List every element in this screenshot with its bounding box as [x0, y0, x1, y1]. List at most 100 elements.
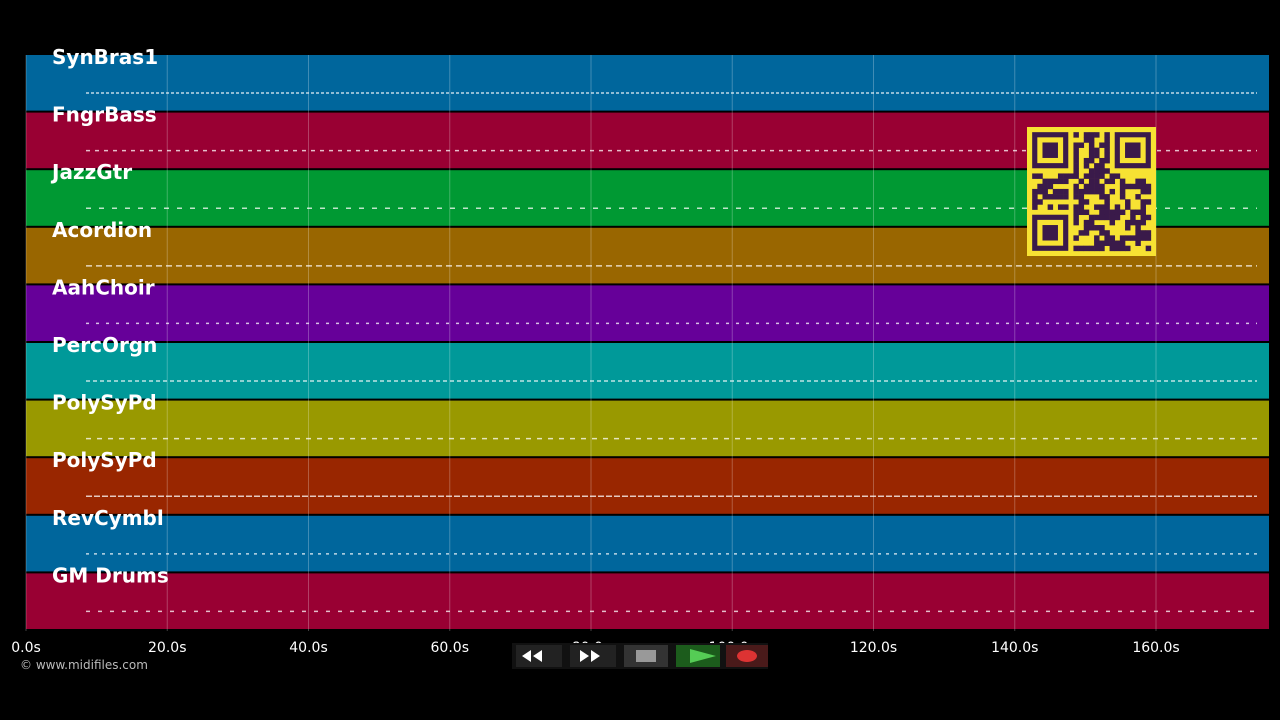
qr-cell: [1078, 178, 1085, 185]
qr-cell: [1057, 178, 1064, 185]
qr-cell: [1099, 209, 1105, 216]
qr-cell: [1099, 168, 1105, 174]
rewind-button[interactable]: [516, 645, 562, 667]
qr-cell: [1145, 214, 1152, 221]
qr-cell: [1119, 209, 1126, 216]
qr-cell: [1042, 188, 1048, 195]
qr-cell: [1094, 147, 1100, 154]
qr-cell: [1088, 183, 1095, 190]
qr-finder: [1042, 225, 1058, 241]
qr-cell: [1088, 173, 1095, 179]
qr-cell: [1094, 168, 1100, 174]
qr-cell: [1145, 183, 1152, 190]
qr-cell: [1088, 225, 1095, 231]
qr-cell: [1088, 168, 1095, 174]
qr-cell: [1073, 245, 1079, 252]
forward-button[interactable]: [570, 645, 616, 667]
record-button[interactable]: [726, 645, 768, 667]
qr-cell: [1104, 157, 1110, 164]
qr-cell: [1104, 209, 1110, 216]
qr-cell: [1088, 137, 1095, 143]
tick-label: 40.0s: [289, 640, 327, 656]
track-lane: [26, 458, 1269, 514]
qr-cell: [1099, 194, 1105, 200]
track-names: SynBras1 FngrBass JazzGtr Acordion AahChoir P…: [50, 45, 169, 587]
qr-cell: [1135, 235, 1141, 241]
qr-cell: [1047, 183, 1054, 190]
qr-cell: [1114, 204, 1121, 210]
qr-cell: [1052, 194, 1059, 200]
qr-cell: [1140, 204, 1146, 210]
qr-cell: [1057, 194, 1064, 200]
qr-cell: [1088, 142, 1095, 148]
qr-cell: [1114, 173, 1121, 179]
qr-cell: [1140, 188, 1146, 195]
qr-cell: [1104, 194, 1110, 200]
qr-cell: [1088, 219, 1095, 226]
qr-cell: [1145, 188, 1152, 195]
qr-cell: [1094, 163, 1100, 169]
qr-cell: [1083, 183, 1090, 190]
qr-cell: [1063, 194, 1069, 200]
qr-cell: [1073, 219, 1079, 226]
qr-cell: [1083, 245, 1090, 252]
qr-cell: [1104, 235, 1110, 241]
qr-cell: [1063, 204, 1069, 210]
qr-cell: [1130, 214, 1136, 221]
qr-cell: [1099, 173, 1105, 179]
track-name: SynBras1: [52, 45, 158, 69]
qr-cell: [1104, 147, 1110, 154]
qr-cell: [1083, 157, 1090, 164]
qr-cell: [1083, 199, 1090, 205]
qr-cell: [1140, 219, 1146, 226]
qr-cell: [1078, 245, 1085, 252]
stop-button[interactable]: [624, 645, 668, 667]
qr-cell: [1125, 235, 1131, 241]
qr-cell: [1125, 204, 1131, 210]
qr-cell: [1073, 157, 1079, 164]
qr-cell: [1119, 188, 1126, 195]
qr-cell: [1052, 188, 1059, 195]
qr-cell: [1119, 245, 1126, 252]
qr-cell: [1073, 194, 1079, 200]
qr-cell: [1078, 142, 1085, 148]
tick-label: 160.0s: [1132, 640, 1179, 656]
qr-cell: [1119, 178, 1126, 185]
qr-cell: [1094, 225, 1100, 231]
qr-cell: [1099, 225, 1105, 231]
qr-cell: [1135, 183, 1141, 190]
track-name: GM Drums: [52, 563, 169, 587]
rewind-icon: [522, 650, 542, 662]
play-button[interactable]: [676, 645, 720, 667]
qr-cell: [1094, 188, 1100, 195]
track-name: JazzGtr: [50, 160, 132, 184]
qr-cell: [1125, 245, 1131, 252]
qr-cell: [1099, 214, 1105, 221]
qr-cell: [1073, 168, 1079, 174]
qr-cell: [1140, 230, 1146, 236]
track-name: PercOrgn: [52, 333, 157, 357]
qr-cell: [1047, 194, 1054, 200]
qr-cell: [1104, 204, 1110, 210]
qr-cell: [1083, 209, 1090, 216]
qr-cell: [1078, 209, 1085, 216]
qr-cell: [1094, 204, 1100, 210]
track-name: RevCymbl: [52, 506, 164, 530]
qr-cell: [1145, 230, 1152, 236]
qr-cell: [1125, 199, 1131, 205]
qr-cell: [1083, 230, 1090, 236]
qr-cell: [1073, 147, 1079, 154]
qr-cell: [1140, 178, 1146, 185]
qr-cell: [1104, 142, 1110, 148]
qr-cell: [1130, 219, 1136, 226]
qr-cell: [1083, 225, 1090, 231]
qr-cell: [1109, 173, 1116, 179]
qr-cell: [1109, 188, 1116, 195]
qr-cell: [1094, 235, 1100, 241]
qr-cell: [1099, 183, 1105, 190]
qr-cell: [1078, 230, 1085, 236]
tick-label: 120.0s: [850, 640, 897, 656]
qr-cell: [1094, 240, 1100, 246]
qr-cell: [1125, 225, 1131, 231]
